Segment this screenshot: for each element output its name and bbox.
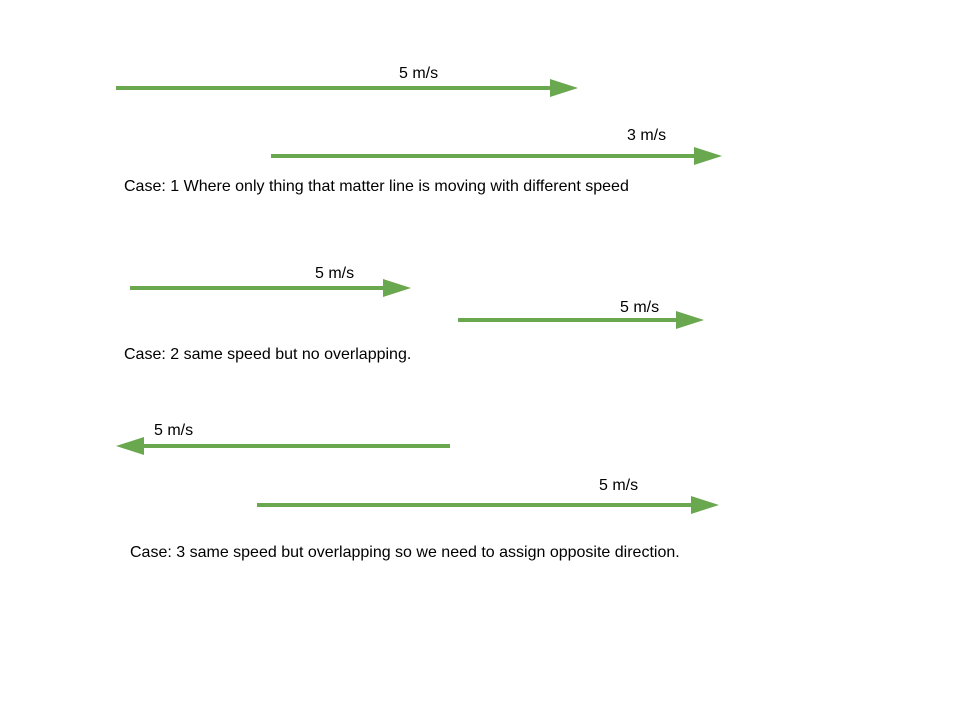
case-2-caption: Case: 2 same speed but no overlapping. xyxy=(124,346,412,363)
case-1-arrow-2 xyxy=(271,147,722,165)
case-2-arrow-1 xyxy=(130,279,411,297)
case-3-arrow-2 xyxy=(257,496,719,514)
case-2-arrow-2 xyxy=(458,311,704,329)
case-2-arrow-2-label: 5 m/s xyxy=(620,299,660,316)
case-2-arrow-1-label: 5 m/s xyxy=(315,265,355,282)
case-3-arrow-2-label: 5 m/s xyxy=(599,477,639,494)
case-3-arrow-1-label: 5 m/s xyxy=(154,422,194,439)
case-3-arrow-1 xyxy=(116,437,450,455)
case-1-arrow-1-label: 5 m/s xyxy=(399,65,439,82)
case-1-arrow-2-label: 3 m/s xyxy=(627,127,667,144)
case-1-arrow-1 xyxy=(116,79,578,97)
case-3-caption: Case: 3 same speed but overlapping so we… xyxy=(130,544,680,561)
case-1-caption: Case: 1 Where only thing that matter lin… xyxy=(124,178,629,195)
